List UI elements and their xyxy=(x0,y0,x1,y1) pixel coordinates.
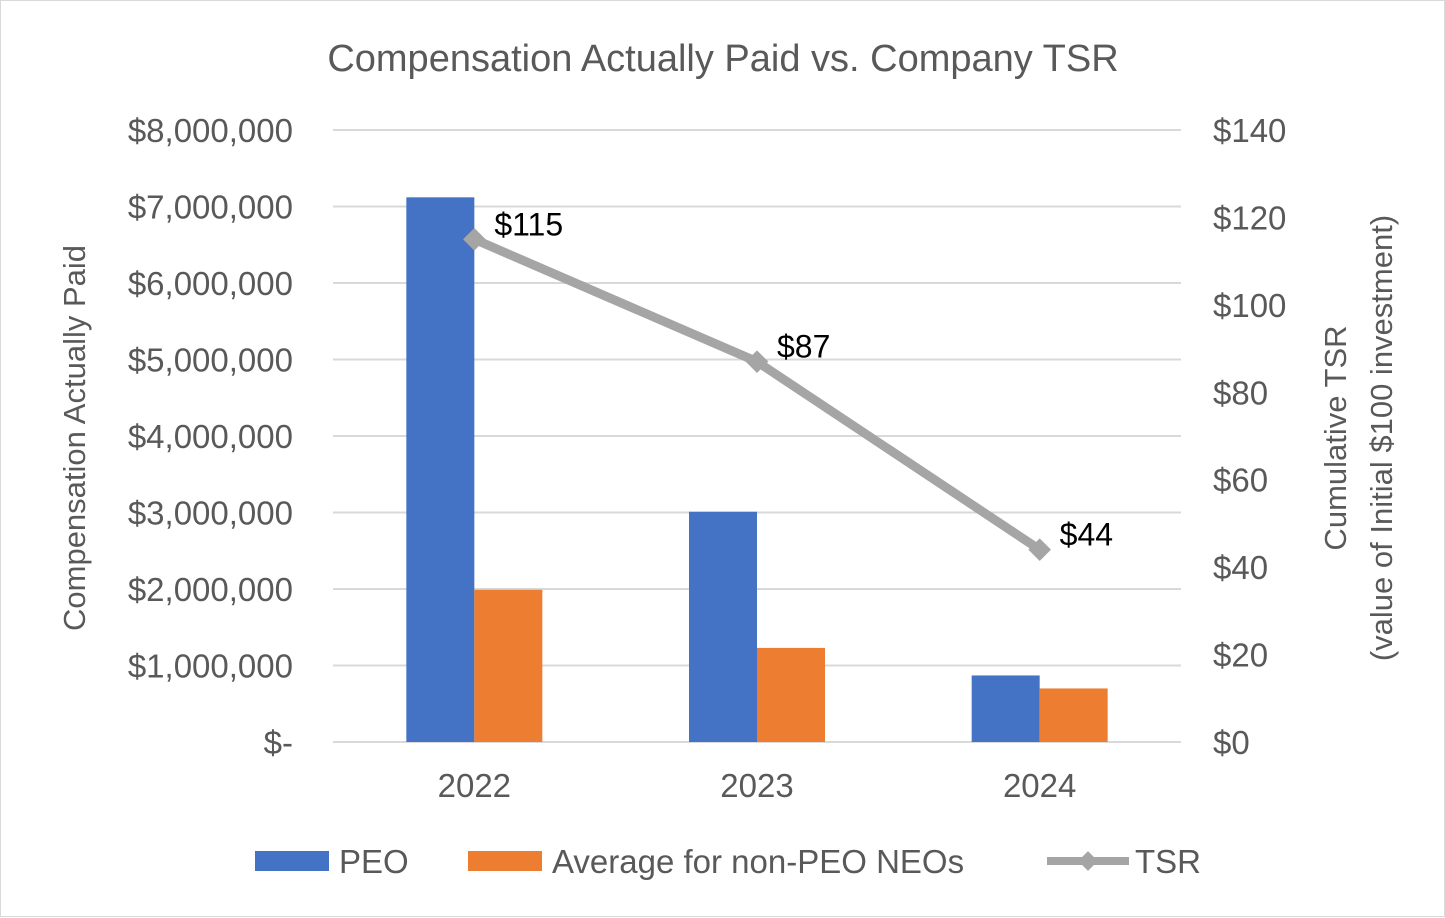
left-tick-label-0: $- xyxy=(264,724,293,761)
legend-swatch-tsr-marker xyxy=(1078,851,1098,871)
tsr-label-2022: $115 xyxy=(494,206,563,242)
left-tick-label-2: $2,000,000 xyxy=(128,571,293,608)
legend: PEO Average for non-PEO NEOs TSR xyxy=(255,843,1201,880)
right-tick-label-7: $140 xyxy=(1213,112,1286,149)
right-tick-label-2: $40 xyxy=(1213,549,1268,586)
legend-swatch-peo xyxy=(255,851,329,871)
bar-non-peo-2023 xyxy=(757,647,825,742)
right-tick-label-3: $60 xyxy=(1213,462,1268,499)
right-tick-label-4: $80 xyxy=(1213,374,1268,411)
right-tick-label-0: $0 xyxy=(1213,724,1250,761)
left-tick-label-4: $4,000,000 xyxy=(128,418,293,455)
bar-non-peo-2024 xyxy=(1039,688,1108,742)
right-tick-label-6: $120 xyxy=(1213,199,1286,236)
category-label-2023: 2023 xyxy=(720,767,793,804)
right-axis-title-line2: (value of Initial $100 investment) xyxy=(1364,215,1399,661)
tsr-label-2024: $44 xyxy=(1060,517,1113,553)
bar-non-peo-2022 xyxy=(474,589,543,742)
tsr-data-labels: $115 $87 $44 xyxy=(494,206,1113,552)
left-tick-label-3: $3,000,000 xyxy=(128,495,293,532)
right-tick-label-5: $100 xyxy=(1213,287,1286,324)
tsr-label-2023: $87 xyxy=(777,329,830,365)
legend-label-non-peo: Average for non-PEO NEOs xyxy=(552,843,964,880)
left-tick-label-7: $7,000,000 xyxy=(128,189,293,226)
tsr-line-series xyxy=(463,227,1051,561)
legend-swatch-non-peo xyxy=(468,851,542,871)
bar-peo-2022 xyxy=(406,197,475,742)
left-tick-label-6: $6,000,000 xyxy=(128,265,293,302)
chart-title: Compensation Actually Paid vs. Company T… xyxy=(327,38,1118,80)
category-label-2022: 2022 xyxy=(438,767,511,804)
legend-label-tsr: TSR xyxy=(1135,843,1201,880)
left-axis-title: Compensation Actually Paid xyxy=(57,245,92,631)
left-tick-label-1: $1,000,000 xyxy=(128,648,293,685)
right-axis-ticks: $0 $20 $40 $60 $80 $100 $120 $140 xyxy=(1213,112,1286,761)
left-axis-ticks: $- $1,000,000 $2,000,000 $3,000,000 $4,000,0… xyxy=(128,112,293,761)
category-label-2024: 2024 xyxy=(1003,767,1076,804)
bar-peo-2023 xyxy=(689,511,757,742)
right-axis-title-line1: Cumulative TSR xyxy=(1318,325,1353,550)
right-tick-label-1: $20 xyxy=(1213,637,1268,674)
bar-peo-2024 xyxy=(971,675,1040,742)
tsr-line xyxy=(472,235,1043,554)
left-tick-label-8: $8,000,000 xyxy=(128,112,293,149)
left-tick-label-5: $5,000,000 xyxy=(128,342,293,379)
tsr-point-2024 xyxy=(1028,538,1051,561)
tsr-point-2023 xyxy=(745,350,769,373)
bars xyxy=(406,197,1108,742)
legend-label-peo: PEO xyxy=(339,843,409,880)
category-labels: 2022 2023 2024 xyxy=(438,767,1077,804)
